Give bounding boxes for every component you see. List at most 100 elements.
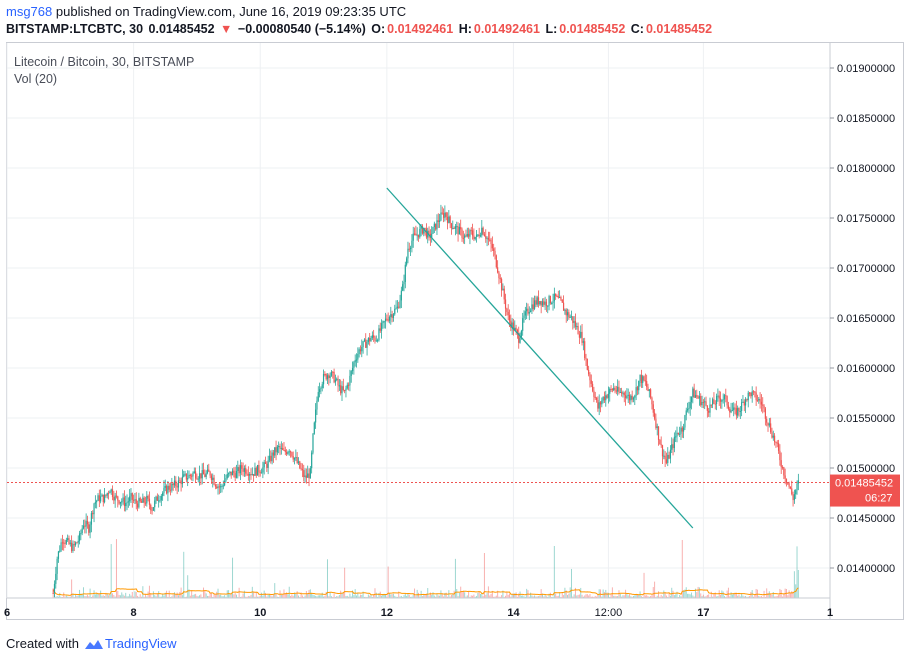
candle-body — [154, 500, 156, 508]
volume-bar — [193, 594, 195, 598]
volume-bar — [435, 596, 437, 598]
volume-bar — [787, 595, 789, 598]
volume-bar — [330, 596, 332, 598]
volume-bar — [548, 593, 550, 598]
candle-body — [409, 247, 412, 250]
volume-bar — [348, 596, 350, 598]
candle-body — [136, 503, 139, 508]
candle-body — [390, 314, 392, 317]
volume-bar — [249, 596, 251, 598]
tradingview-logo[interactable]: TradingView — [83, 636, 177, 651]
candle-body — [121, 501, 123, 503]
candle-body — [158, 500, 160, 502]
candle-body — [172, 483, 174, 486]
volume-bar — [716, 596, 718, 598]
volume-bar — [469, 596, 471, 598]
volume-bar — [585, 594, 587, 598]
volume-bar — [86, 594, 88, 598]
volume-bar — [185, 596, 187, 598]
candle-body — [293, 457, 296, 460]
volume-bar — [131, 591, 133, 598]
candle-body — [741, 402, 743, 412]
volume-bar — [466, 595, 468, 598]
volume-bar — [580, 587, 582, 598]
volume-bar — [222, 596, 224, 598]
volume-bar — [768, 591, 770, 598]
candle-body — [337, 378, 339, 386]
volume-bar — [425, 593, 427, 598]
volume-bar — [313, 595, 315, 598]
volume-bar — [531, 595, 533, 598]
volume-bar — [243, 590, 245, 598]
down-arrow-icon: ▼ — [220, 22, 233, 36]
volume-bar — [166, 590, 168, 598]
volume-bar — [209, 592, 211, 598]
volume-bar — [320, 595, 322, 598]
volume-bar — [614, 595, 616, 598]
volume-bar — [718, 590, 720, 598]
candle-body — [706, 405, 708, 411]
candle-body — [690, 396, 693, 403]
volume-bar — [737, 595, 739, 598]
candle-body — [586, 358, 588, 370]
volume-bar — [146, 596, 148, 598]
candle-body — [304, 475, 306, 477]
candle-body — [336, 378, 338, 380]
chart-legend: Litecoin / Bitcoin, 30, BITSTAMP Vol (20… — [14, 54, 194, 88]
candle-body — [503, 288, 505, 300]
volume-bar — [321, 592, 323, 598]
volume-bar — [297, 595, 299, 598]
candle-body — [568, 312, 570, 318]
candle-body — [221, 485, 223, 487]
volume-bar — [156, 593, 158, 598]
volume-bar — [391, 594, 393, 598]
volume-bar — [270, 595, 272, 598]
volume-bar — [685, 587, 687, 598]
candle-body — [388, 316, 391, 321]
volume-bar — [540, 589, 542, 598]
candle-body — [267, 460, 269, 468]
candle-body — [284, 450, 286, 453]
candle-body — [156, 496, 158, 501]
volume-bar — [352, 590, 354, 598]
candle-body — [197, 478, 199, 480]
candle-body — [589, 374, 591, 381]
volume-bar — [731, 594, 733, 598]
volume-bar — [299, 596, 301, 598]
volume-bar — [100, 590, 102, 598]
symbol-label: BITSTAMP:LTCBTC, 30 — [6, 22, 144, 36]
candle-body — [742, 401, 744, 403]
volume-bar — [366, 596, 368, 598]
volume-bar — [228, 590, 230, 598]
username-link[interactable]: msg768 — [6, 4, 53, 19]
volume-bar — [650, 595, 652, 598]
candle-body — [398, 306, 400, 308]
candle-body — [580, 331, 582, 338]
volume-bar — [67, 596, 69, 598]
volume-bar — [621, 596, 623, 598]
series-title: Litecoin / Bitcoin, 30, BITSTAMP — [14, 55, 195, 69]
candle-body — [361, 347, 363, 352]
volume-bar — [750, 591, 752, 598]
candle-body — [424, 227, 426, 229]
last-price-tag-bg — [830, 474, 900, 507]
volume-bar — [69, 596, 71, 598]
volume-bar — [694, 588, 696, 598]
candle-body — [206, 469, 209, 474]
candle-body — [510, 320, 512, 328]
candle-body — [577, 326, 579, 335]
volume-bar — [733, 593, 735, 598]
candle-body — [643, 376, 645, 381]
candle-body — [735, 408, 737, 416]
candle-body — [590, 380, 592, 384]
volume-bar — [315, 595, 317, 598]
candle-body — [341, 386, 343, 394]
candle-body — [553, 293, 555, 302]
candle-body — [210, 475, 213, 480]
volume-bar — [191, 590, 193, 598]
volume-bar — [114, 596, 116, 598]
volume-bar — [88, 596, 90, 598]
volume-bar — [783, 593, 785, 598]
volume-bar — [205, 593, 207, 598]
